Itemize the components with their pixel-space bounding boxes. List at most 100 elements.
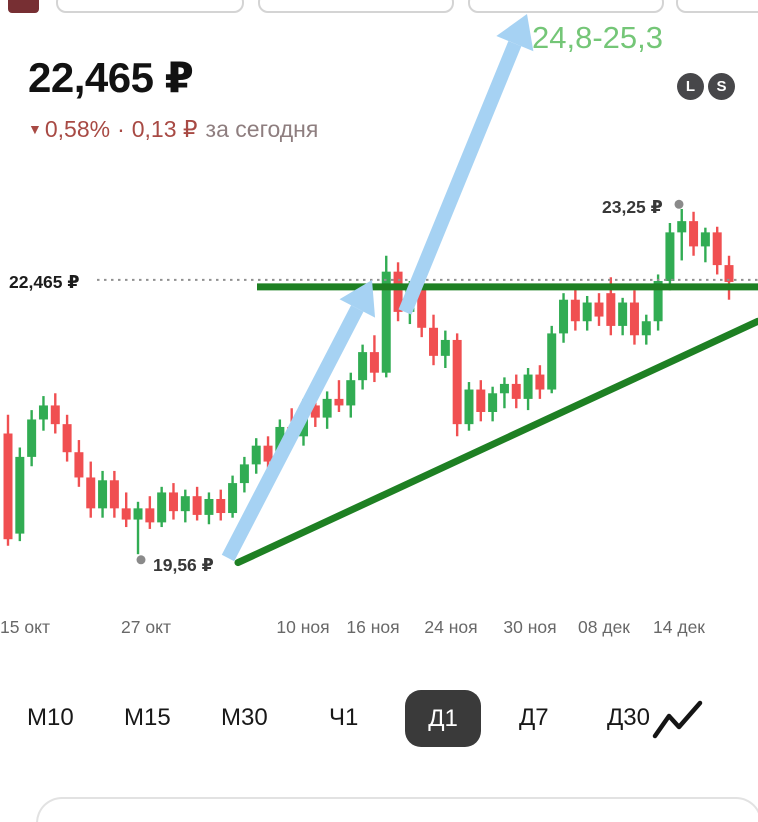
long-badge[interactable]: L bbox=[677, 73, 704, 100]
candle-body bbox=[358, 352, 368, 381]
x-axis-tick: 15 окт bbox=[0, 617, 50, 637]
candle-body bbox=[15, 456, 25, 534]
candle-body bbox=[641, 321, 651, 336]
change-suffix: за сегодня bbox=[205, 116, 319, 142]
candle-body bbox=[381, 271, 391, 373]
candle-body bbox=[228, 483, 238, 514]
candle-body bbox=[62, 424, 72, 453]
candle-body bbox=[499, 383, 509, 394]
candle-body bbox=[677, 221, 687, 233]
candle-body bbox=[689, 221, 699, 247]
timeframe-selector: М10 М15 М30 Ч1 Д1 Д7 Д30 bbox=[0, 690, 758, 750]
candle-body bbox=[192, 496, 202, 515]
annotation-arrow-shaft bbox=[221, 305, 364, 562]
candle-body bbox=[121, 508, 131, 520]
candle-body bbox=[74, 452, 84, 478]
candle-body bbox=[488, 393, 498, 412]
change-value: 0,13 ₽ bbox=[131, 116, 198, 142]
candle-body bbox=[535, 374, 545, 390]
annotation-arrow-head bbox=[496, 14, 534, 52]
candle-body bbox=[452, 339, 462, 425]
candle-body bbox=[133, 508, 143, 520]
timeframe-m10[interactable]: М10 bbox=[27, 704, 74, 731]
timeframe-m30[interactable]: М30 bbox=[221, 704, 268, 731]
timeframe-d7[interactable]: Д7 bbox=[519, 704, 549, 731]
x-axis-tick: 10 ноя bbox=[276, 617, 330, 637]
timeframe-h1[interactable]: Ч1 bbox=[329, 704, 359, 731]
x-axis-tick: 27 окт bbox=[121, 617, 171, 637]
annotation-arrow-head bbox=[339, 280, 376, 318]
x-axis-tick: 08 дек bbox=[578, 617, 630, 637]
candle-body bbox=[570, 299, 580, 322]
support-line bbox=[234, 317, 758, 567]
candle-body bbox=[216, 498, 226, 514]
candle-body bbox=[38, 405, 48, 420]
candle-body bbox=[180, 496, 190, 512]
timeframe-m15[interactable]: М15 bbox=[124, 704, 171, 731]
candle-body bbox=[523, 374, 533, 399]
clipped-chip-4[interactable] bbox=[676, 0, 758, 13]
x-axis-tick: 14 дек bbox=[653, 617, 705, 637]
candle-body bbox=[322, 398, 332, 418]
price-change-row: ▼ 0,58% · 0,13 ₽ за сегодня bbox=[28, 116, 318, 143]
candle-body bbox=[582, 302, 592, 322]
candle-body bbox=[145, 508, 155, 523]
high-point-dot bbox=[674, 199, 684, 209]
candle-body bbox=[476, 389, 486, 412]
candle-body bbox=[86, 477, 96, 509]
candle-body bbox=[263, 445, 273, 462]
candle-body bbox=[251, 445, 261, 465]
timeframe-d1-selected[interactable]: Д1 bbox=[405, 690, 481, 747]
short-badge[interactable]: S bbox=[708, 73, 735, 100]
candle-body bbox=[712, 232, 722, 266]
down-triangle-icon: ▼ bbox=[28, 121, 42, 137]
x-axis-tick: 16 ноя bbox=[346, 617, 400, 637]
candle-body bbox=[559, 299, 569, 334]
clipped-chip-2[interactable] bbox=[258, 0, 454, 13]
candle-body bbox=[393, 271, 403, 312]
clipped-red-indicator[interactable] bbox=[8, 0, 39, 13]
candle-body bbox=[98, 480, 108, 509]
candle-body bbox=[3, 433, 13, 540]
candle-body bbox=[109, 480, 119, 509]
price-axis-label: 22,465 ₽ bbox=[9, 272, 80, 292]
timeframe-d30[interactable]: Д30 bbox=[607, 704, 650, 731]
target-range-annotation: 24,8-25,3 bbox=[532, 20, 663, 55]
candle-body bbox=[594, 302, 604, 317]
candle-body bbox=[346, 380, 356, 406]
candle-body bbox=[310, 405, 320, 418]
trend-line-icon[interactable] bbox=[652, 698, 704, 744]
candle-body bbox=[369, 352, 379, 373]
candle-body bbox=[334, 398, 344, 406]
x-axis-tick: 30 ноя bbox=[503, 617, 557, 637]
candle-body bbox=[606, 293, 616, 326]
candle-body bbox=[653, 281, 663, 322]
long-short-badges: L S bbox=[677, 73, 735, 100]
separator-dot: · bbox=[117, 116, 125, 142]
candle-body bbox=[629, 302, 639, 336]
candle-body bbox=[239, 464, 249, 484]
candle-body bbox=[204, 498, 214, 515]
candle-body bbox=[50, 405, 60, 425]
candle-body bbox=[618, 302, 628, 326]
clipped-chip-3[interactable] bbox=[468, 0, 664, 13]
candle-body bbox=[665, 232, 675, 282]
high-point-label: 23,25 ₽ bbox=[602, 197, 663, 217]
low-point-label: 19,56 ₽ bbox=[153, 555, 214, 575]
top-clipped-toolbar bbox=[0, 0, 758, 16]
candle-body bbox=[464, 389, 474, 425]
change-percent: 0,58% bbox=[44, 116, 111, 142]
low-point-dot bbox=[136, 555, 146, 565]
current-price: 22,465 ₽ bbox=[28, 54, 194, 101]
annotation-arrow-shaft bbox=[398, 40, 522, 315]
clipped-chip-1[interactable] bbox=[56, 0, 244, 13]
candle-body bbox=[417, 288, 427, 328]
candle-body bbox=[157, 492, 167, 523]
candle-body bbox=[700, 232, 710, 247]
timeframe-d1-label: Д1 bbox=[428, 704, 458, 732]
bottom-sheet-edge[interactable] bbox=[36, 797, 758, 822]
candle-body bbox=[440, 339, 450, 356]
candle-body bbox=[547, 333, 557, 390]
